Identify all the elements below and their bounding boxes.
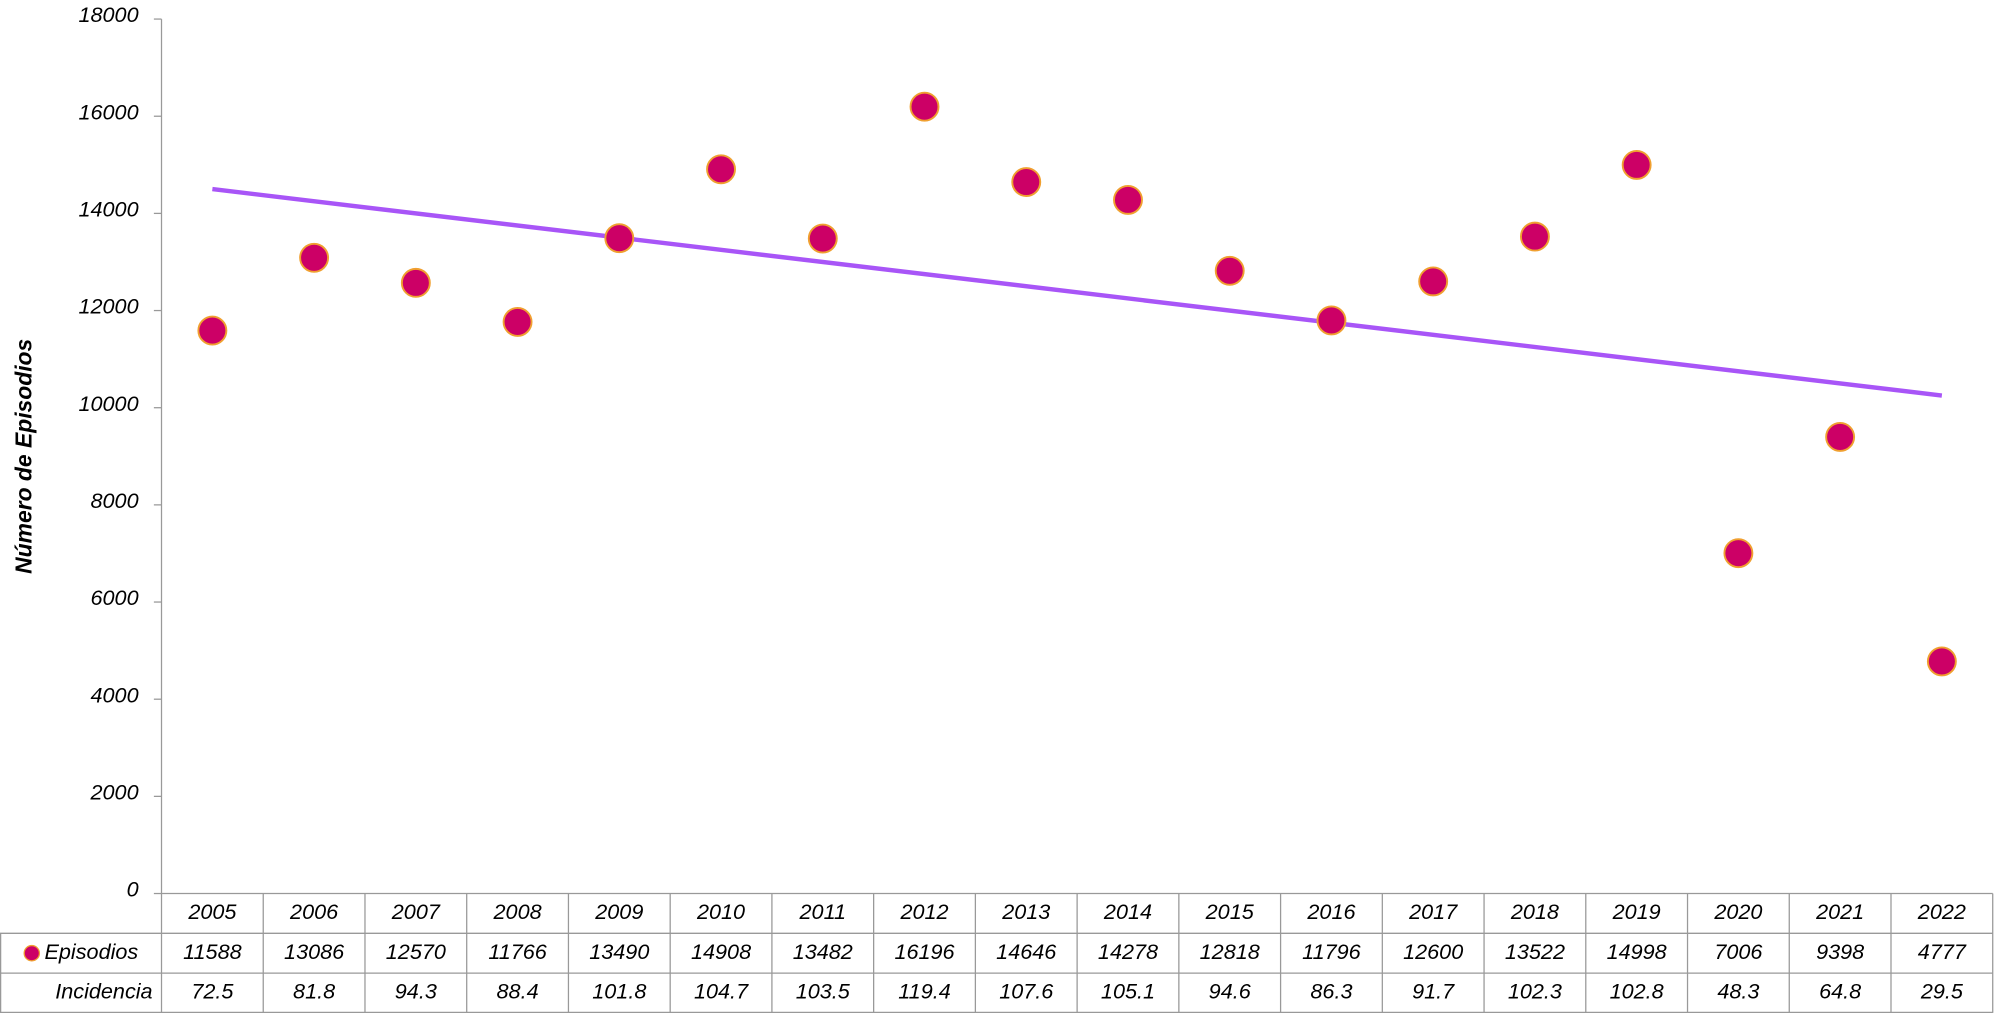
table-cell: 107.6 bbox=[999, 979, 1054, 1004]
table-cell: 94.6 bbox=[1209, 979, 1252, 1004]
y-tick-label: 4000 bbox=[91, 682, 139, 707]
table-cell: 16196 bbox=[894, 939, 955, 964]
table-cell: 7006 bbox=[1714, 939, 1763, 964]
point bbox=[1418, 266, 1449, 297]
x-tick-label: 2015 bbox=[1205, 899, 1255, 924]
table-cell: 91.7 bbox=[1412, 979, 1455, 1004]
table-cell: 11766 bbox=[488, 939, 547, 964]
y-axis-label: Número de Episodios bbox=[10, 339, 36, 574]
table-cell: 103.5 bbox=[796, 979, 851, 1004]
x-tick-label: 2008 bbox=[493, 899, 542, 924]
point bbox=[1316, 305, 1347, 336]
legend-label: Episodios bbox=[45, 939, 139, 964]
point bbox=[807, 223, 838, 254]
table-cell: 14278 bbox=[1098, 939, 1158, 964]
point bbox=[197, 315, 228, 346]
table-cell: 48.3 bbox=[1717, 979, 1759, 1004]
y-tick-label: 2000 bbox=[90, 780, 139, 805]
x-tick-label: 2012 bbox=[899, 899, 948, 924]
x-tick-label: 2010 bbox=[696, 899, 745, 924]
table-cell: 13522 bbox=[1505, 939, 1565, 964]
table-cell: 64.8 bbox=[1819, 979, 1861, 1004]
table-cell: 14646 bbox=[996, 939, 1057, 964]
x-tick-label: 2014 bbox=[1103, 899, 1152, 924]
table-cell: 9398 bbox=[1816, 939, 1864, 964]
point bbox=[1723, 538, 1754, 569]
x-tick-label: 2011 bbox=[799, 899, 846, 924]
y-tick-label: 16000 bbox=[79, 99, 139, 124]
table-cell: 29.5 bbox=[1920, 979, 1964, 1004]
table-cell: 81.8 bbox=[293, 979, 335, 1004]
y-tick-label: 12000 bbox=[79, 294, 139, 319]
table-cell: 102.3 bbox=[1508, 979, 1562, 1004]
point bbox=[1011, 167, 1042, 197]
table-cell: 13482 bbox=[793, 939, 853, 964]
x-tick-label: 2018 bbox=[1510, 899, 1559, 924]
legend-marker bbox=[23, 944, 41, 962]
y-tick-label: 10000 bbox=[79, 391, 139, 416]
x-tick-label: 2017 bbox=[1408, 899, 1458, 924]
x-tick-label: 2006 bbox=[289, 899, 339, 924]
point bbox=[1926, 646, 1957, 677]
table-cell: 12600 bbox=[1403, 939, 1463, 964]
x-tick-label: 2005 bbox=[187, 899, 237, 924]
x-tick-label: 2021 bbox=[1815, 899, 1864, 924]
y-tick-label: 18000 bbox=[79, 2, 139, 27]
table-cell: 94.3 bbox=[395, 979, 437, 1004]
point bbox=[502, 306, 533, 337]
table-cell: 11796 bbox=[1302, 939, 1361, 964]
x-tick-label: 2022 bbox=[1917, 899, 1966, 924]
table-cell: 119.4 bbox=[898, 979, 950, 1004]
table-cell: 11588 bbox=[183, 939, 242, 964]
point bbox=[1825, 422, 1856, 452]
table-row-label: Incidencia bbox=[55, 979, 152, 1004]
y-tick-label: 8000 bbox=[91, 488, 139, 513]
table-cell: 12570 bbox=[386, 939, 446, 964]
table-cell: 105.1 bbox=[1101, 979, 1155, 1004]
x-tick-label: 2020 bbox=[1713, 899, 1762, 924]
point bbox=[604, 223, 635, 254]
table-cell: 12818 bbox=[1200, 939, 1260, 964]
point bbox=[1113, 184, 1143, 215]
x-tick-label: 2007 bbox=[391, 899, 441, 924]
point bbox=[400, 267, 431, 298]
table-cell: 104.7 bbox=[694, 979, 749, 1004]
point bbox=[299, 242, 330, 273]
y-tick-label: 6000 bbox=[91, 585, 139, 610]
table-cell: 14908 bbox=[691, 939, 751, 964]
point bbox=[909, 91, 940, 122]
trendline bbox=[212, 186, 1943, 398]
y-tick-label: 14000 bbox=[79, 197, 139, 222]
y-tick-label: 0 bbox=[127, 877, 139, 902]
x-tick-label: 2013 bbox=[1001, 899, 1050, 924]
table-cell: 13086 bbox=[284, 939, 345, 964]
table-cell: 4777 bbox=[1918, 939, 1967, 964]
table-cell: 102.8 bbox=[1610, 979, 1664, 1004]
table-cell: 13490 bbox=[589, 939, 649, 964]
x-tick-label: 2009 bbox=[594, 899, 643, 924]
table-cell: 14998 bbox=[1607, 939, 1667, 964]
table-cell: 101.8 bbox=[592, 979, 646, 1004]
point bbox=[706, 154, 736, 185]
point bbox=[1214, 255, 1245, 286]
table-cell: 86.3 bbox=[1310, 979, 1352, 1004]
table-cell: 88.4 bbox=[497, 979, 539, 1004]
point bbox=[1519, 221, 1550, 252]
x-tick-label: 2016 bbox=[1306, 899, 1356, 924]
x-tick-label: 2019 bbox=[1612, 899, 1661, 924]
point bbox=[1621, 149, 1652, 180]
table-cell: 72.5 bbox=[191, 979, 234, 1004]
